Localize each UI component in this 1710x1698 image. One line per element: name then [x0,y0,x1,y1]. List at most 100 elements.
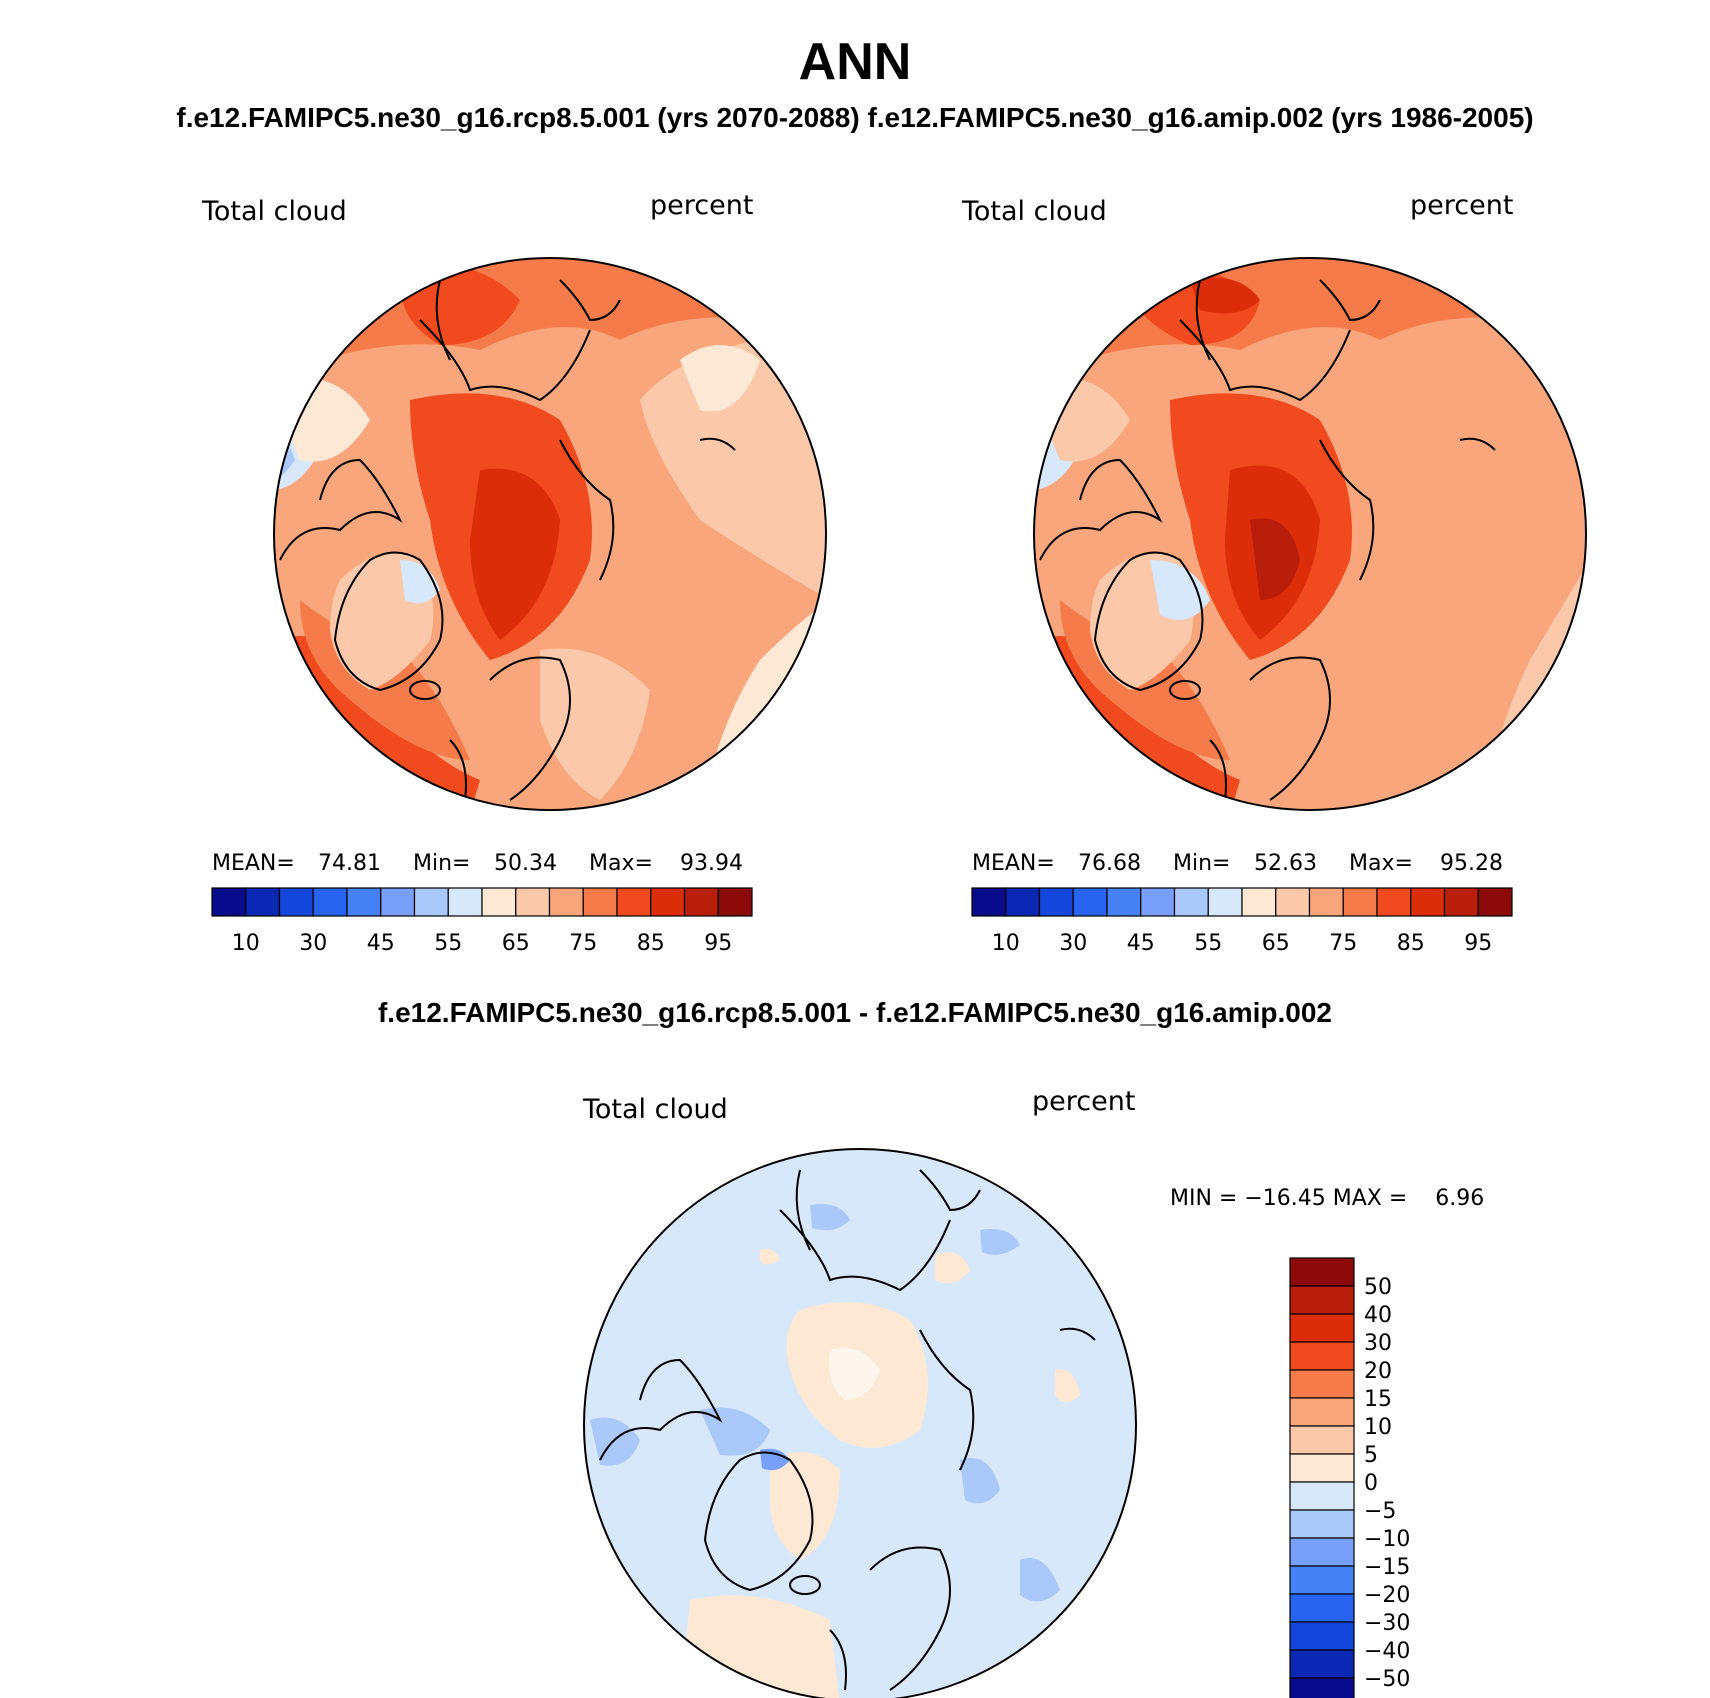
colorbar2-swatch [1106,887,1142,917]
diff-colorbar-swatch [1289,1341,1355,1371]
colorbar2-swatch [1038,887,1074,917]
panel2-colorbar: 10 30 45 55 65 75 85 95 [971,887,1513,956]
panel-rcp85: Total cloud percent [201,190,827,956]
colorbar1-tick-label: 45 [367,931,395,956]
colorbar1-swatch [211,887,247,917]
diff-colorbar-swatch [1289,1649,1355,1679]
diff-colorbar-tick-label: −50 [1364,1667,1410,1692]
panel1-variable-label: Total cloud [201,196,347,227]
panel2-map-border [1033,257,1587,811]
panel1-max-label: Max= [589,851,653,876]
panel2-max-label: Max= [1349,851,1413,876]
main-title: ANN [798,33,912,91]
colorbar1-tick-label: 55 [434,931,462,956]
panel1-max-value: 93.94 [680,851,743,876]
diff-colorbar-tick-label: 40 [1364,1303,1392,1328]
case-titles: f.e12.FAMIPC5.ne30_g16.rcp8.5.001 (yrs 2… [176,102,1534,133]
diff-colorbar-swatch [1289,1509,1355,1539]
colorbar2-tick-label: 95 [1464,931,1492,956]
panel1-mean-label: MEAN= [212,851,295,876]
diff-map-border [583,1148,1137,1698]
panel2-units-label: percent [1410,190,1513,221]
colorbar2-swatch [1342,887,1378,917]
panel1-mean-value: 74.81 [318,851,381,876]
diff-colorbar-tick-label: −20 [1364,1583,1410,1608]
diff-colorbar-tick-label: 5 [1364,1443,1378,1468]
panel1-map [274,258,826,810]
diff-colorbar-swatch [1289,1453,1355,1483]
panel1-min-value: 50.34 [494,851,557,876]
diff-colorbar-swatch [1289,1621,1355,1651]
diff-colorbar-tick-label: 0 [1364,1471,1378,1496]
diff-colorbar-tick-label: 15 [1364,1387,1392,1412]
colorbar2-swatch [1308,887,1344,917]
diff-colorbar-tick-label: −40 [1364,1639,1410,1664]
diff-colorbar-swatch [1289,1313,1355,1343]
colorbar1-swatch [278,887,314,917]
colorbar2-tick-label: 75 [1329,931,1357,956]
difference-title: f.e12.FAMIPC5.ne30_g16.rcp8.5.001 - f.e1… [377,997,1333,1028]
colorbar1-swatch [548,887,584,917]
colorbar1-swatch [312,887,348,917]
panel1-units-label: percent [650,190,753,221]
colorbar2-swatch [1410,887,1446,917]
diff-colorbar-swatch [1289,1285,1355,1315]
colorbar2-tick-label: 30 [1059,931,1087,956]
colorbar2-tick-label: 85 [1397,931,1425,956]
diff-colorbar-tick-label: 50 [1364,1275,1392,1300]
colorbar2-swatch [1241,887,1277,917]
diff-colorbar-tick-label: −10 [1364,1527,1410,1552]
colorbar2-tick-label: 10 [992,931,1020,956]
diff-colorbar-swatch [1289,1565,1355,1595]
diff-colorbar-tick-label: 10 [1364,1415,1392,1440]
diff-colorbar-swatch [1289,1397,1355,1427]
colorbar1-swatch [447,887,483,917]
diff-colorbar-swatch [1289,1481,1355,1511]
colorbar2-swatch [1443,887,1479,917]
colorbar1-swatch [481,887,517,917]
diff-variable-label: Total cloud [582,1094,728,1125]
colorbar1-swatch [616,887,652,917]
colorbar2-swatch [1005,887,1041,917]
colorbar1-tick-label: 65 [502,931,530,956]
diff-colorbar-tick-label: 30 [1364,1331,1392,1356]
colorbar1-swatch [515,887,551,917]
colorbar1-tick-label: 75 [569,931,597,956]
colorbar1-tick-label: 10 [232,931,260,956]
colorbar1-swatch [346,887,382,917]
colorbar1-swatch [582,887,618,917]
colorbar1-swatch [683,887,719,917]
colorbar1-tick-label: 85 [637,931,665,956]
panel2-min-label: Min= [1173,851,1230,876]
panel2-variable-label: Total cloud [961,196,1107,227]
panel2-max-value: 95.28 [1440,851,1503,876]
diff-colorbar-swatch [1289,1257,1355,1287]
panel2-mean-label: MEAN= [972,851,1055,876]
diff-colorbar-swatch [1289,1537,1355,1567]
colorbar2-tick-label: 45 [1127,931,1155,956]
colorbar2-swatch [1376,887,1412,917]
diff-colorbar-tick-label: −5 [1364,1499,1396,1524]
panel-difference: Total cloud percent [582,1086,1484,1698]
diff-colorbar-swatch [1289,1677,1355,1698]
colorbar2-swatch [1072,887,1108,917]
diff-colorbar-tick-label: 20 [1364,1359,1392,1384]
diff-colorbar-swatch [1289,1593,1355,1623]
panel1-min-label: Min= [413,851,470,876]
colorbar1-tick-label: 30 [299,931,327,956]
diff-colorbar-tick-label: −15 [1364,1555,1410,1580]
diff-map [584,1149,1136,1698]
panel2-map [1034,258,1586,810]
diff-colorbar-swatch [1289,1369,1355,1399]
colorbar2-swatch [1140,887,1176,917]
panel2-min-value: 52.63 [1254,851,1317,876]
colorbar1-swatch [380,887,416,917]
diff-colorbar-tick-label: −30 [1364,1611,1410,1636]
colorbar2-swatch [1477,887,1513,917]
colorbar2-swatch [1275,887,1311,917]
panel1-colorbar: 10 30 45 55 65 75 85 95 [211,887,753,956]
colorbar1-swatch [650,887,686,917]
panel1-map-border [273,257,827,811]
